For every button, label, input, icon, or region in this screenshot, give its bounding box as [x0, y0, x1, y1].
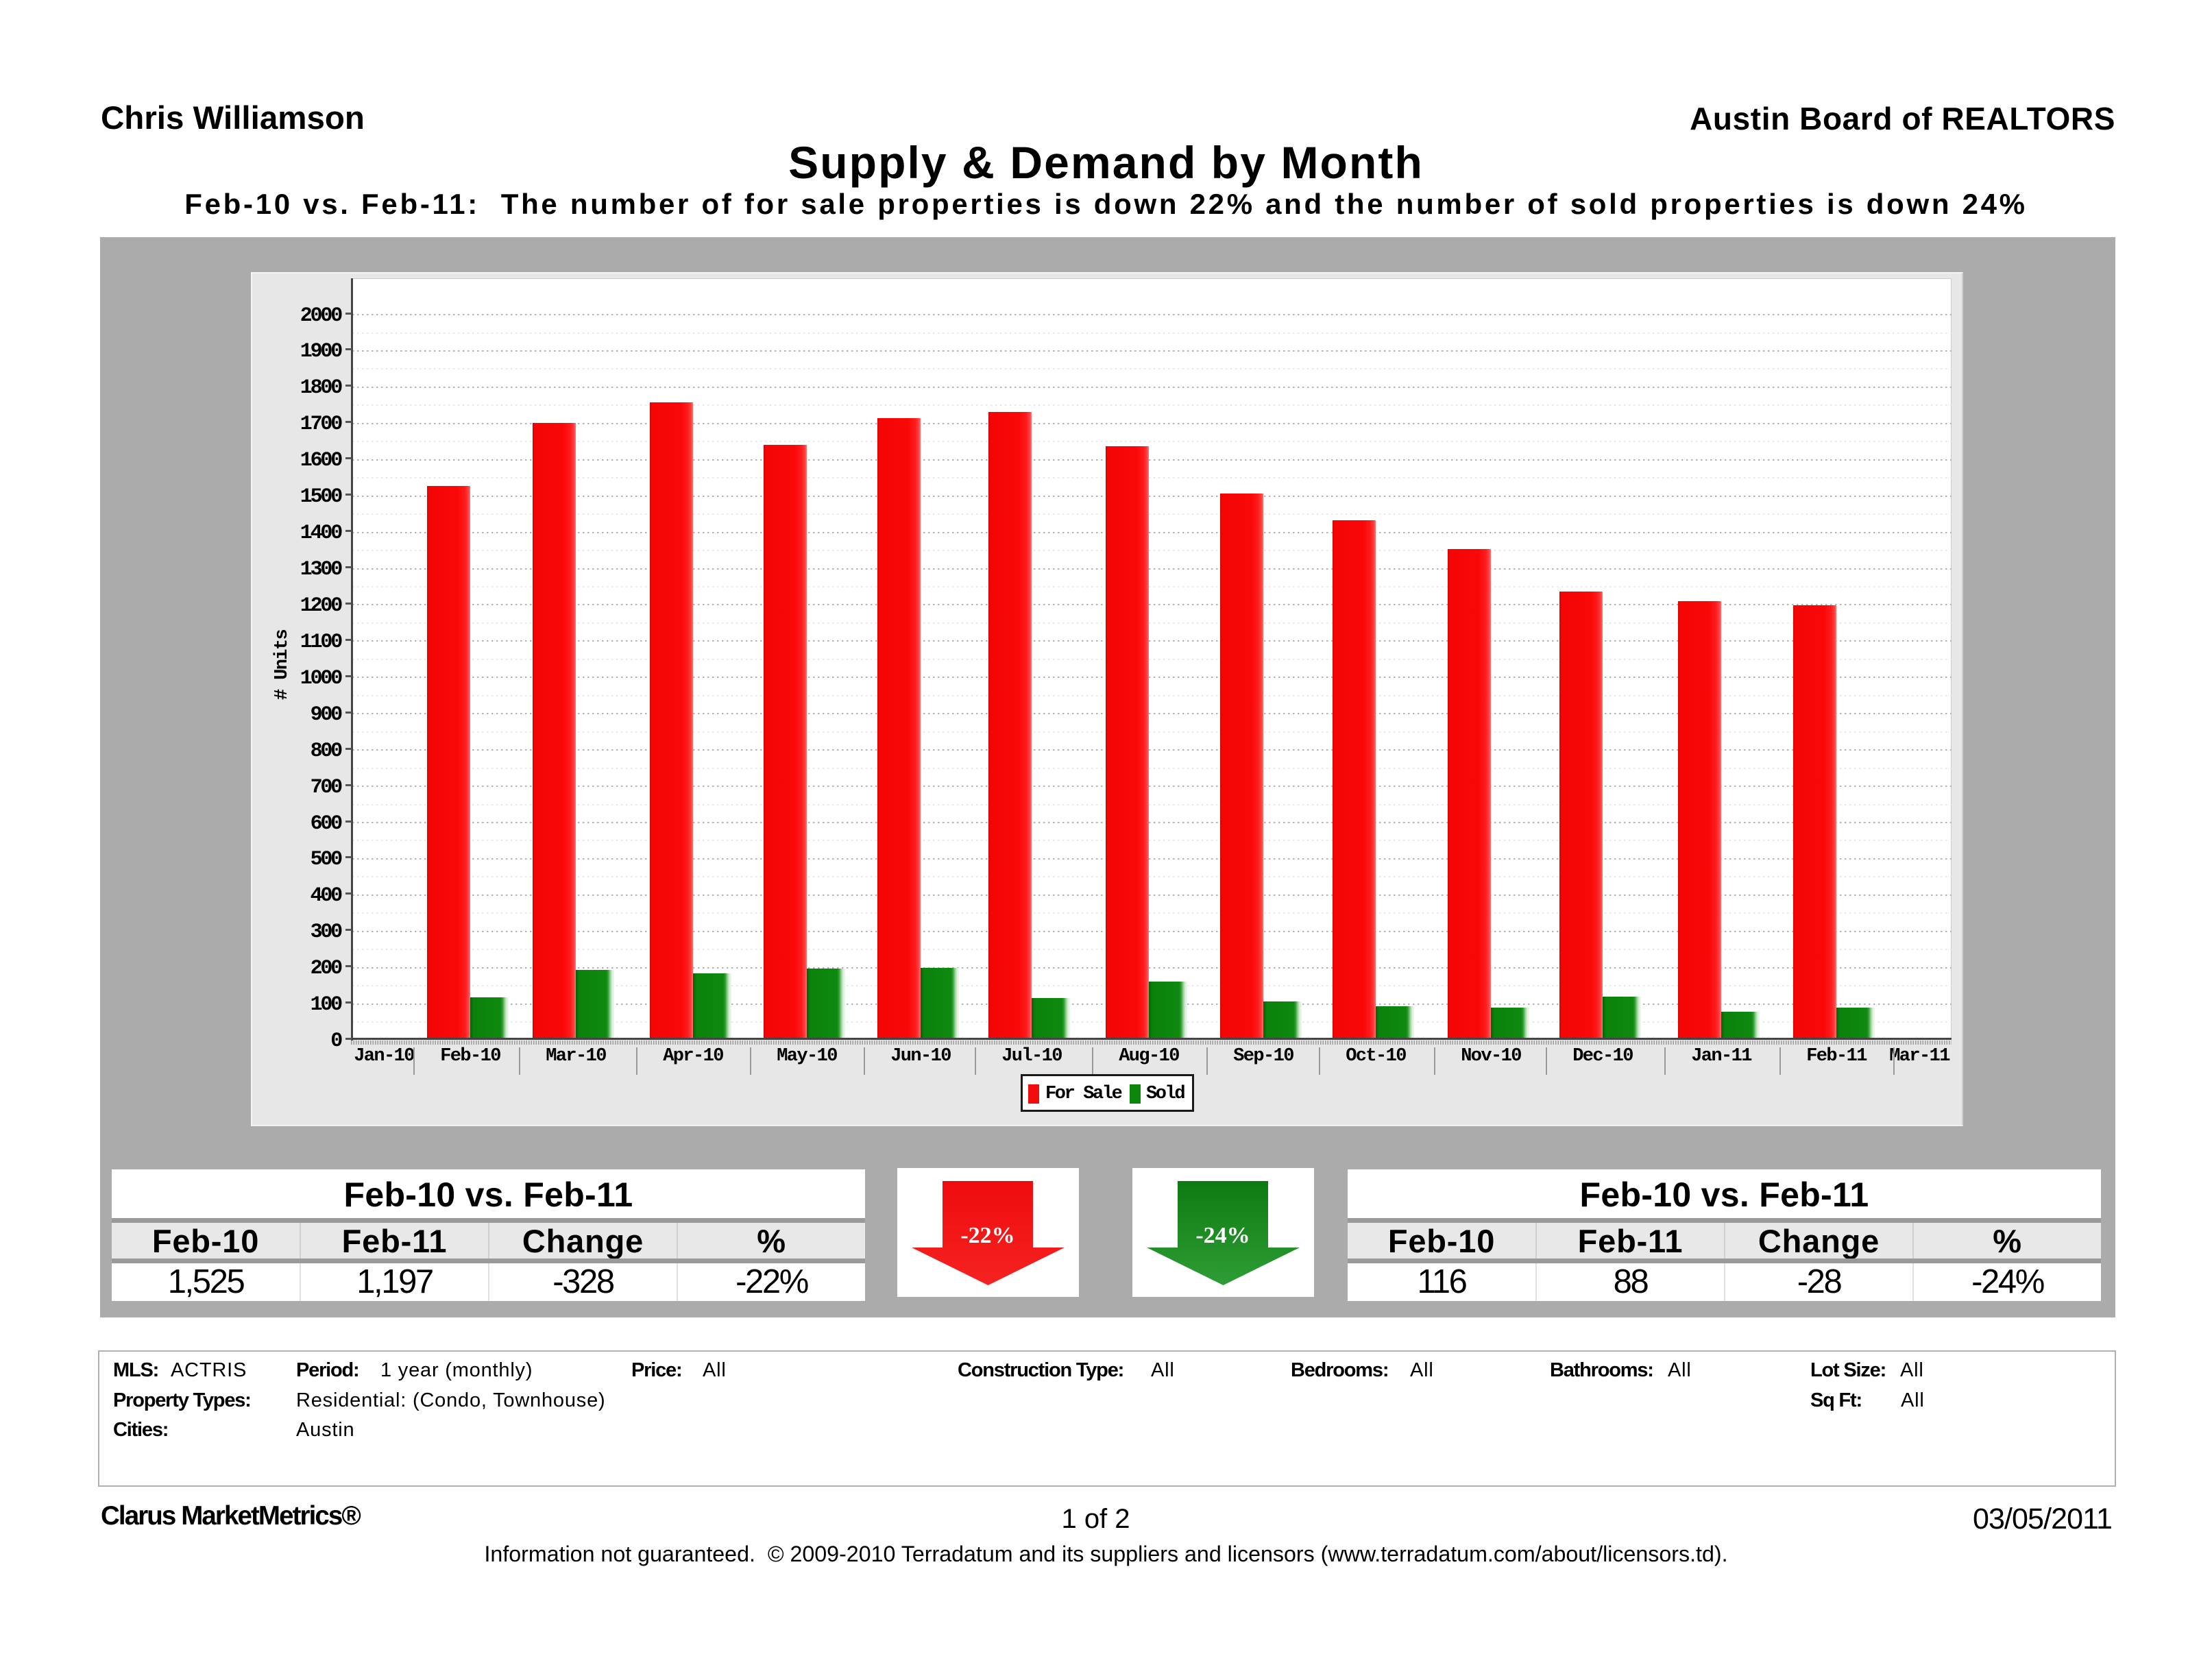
svg-text:-24%: -24% — [1195, 1223, 1250, 1248]
svg-text:-22%: -22% — [960, 1223, 1014, 1248]
